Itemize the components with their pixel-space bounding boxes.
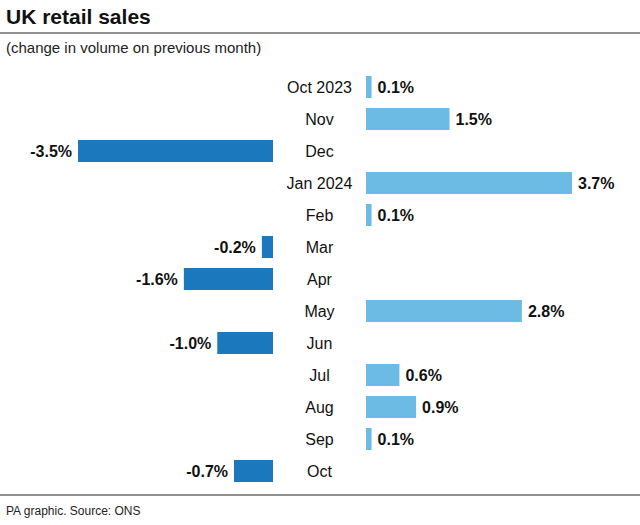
- bar: [366, 108, 450, 130]
- bar: [217, 332, 273, 354]
- bar: [366, 76, 372, 98]
- category-label: Jul: [309, 367, 329, 384]
- data-label: 0.9%: [422, 399, 458, 416]
- category-label: Apr: [307, 271, 333, 288]
- bar: [366, 204, 372, 226]
- category-label: Aug: [305, 399, 333, 416]
- bar: [366, 396, 416, 418]
- chart: UK retail sales (change in volume on prev…: [0, 0, 640, 525]
- source: PA graphic. Source: ONS: [6, 504, 141, 518]
- bar: [184, 268, 273, 290]
- bar: [366, 172, 572, 194]
- footer-rule: [0, 495, 640, 496]
- category-label: Oct: [307, 463, 332, 480]
- bar: [234, 460, 273, 482]
- category-label: Jan 2024: [287, 175, 353, 192]
- data-label: 2.8%: [528, 303, 564, 320]
- bar: [366, 428, 372, 450]
- data-label: -0.7%: [186, 463, 228, 480]
- category-label: Dec: [305, 143, 333, 160]
- bar: [366, 364, 399, 386]
- category-label: Nov: [305, 111, 333, 128]
- title: UK retail sales: [6, 5, 151, 28]
- bar: [366, 300, 522, 322]
- data-label: 0.1%: [378, 431, 414, 448]
- category-label: Jun: [307, 335, 333, 352]
- bars: [78, 76, 572, 482]
- data-label: 0.1%: [378, 207, 414, 224]
- data-label: -3.5%: [30, 143, 72, 160]
- category-label: Feb: [306, 207, 334, 224]
- bar: [262, 236, 273, 258]
- data-label: 1.5%: [456, 111, 492, 128]
- category-label: Sep: [305, 431, 334, 448]
- data-label: -1.6%: [136, 271, 178, 288]
- bar: [78, 140, 273, 162]
- data-label: 0.6%: [405, 367, 441, 384]
- data-label: -0.2%: [214, 239, 256, 256]
- title-rule: [0, 33, 640, 34]
- category-label: Oct 2023: [287, 79, 352, 96]
- data-label: 3.7%: [578, 175, 614, 192]
- category-label: May: [304, 303, 334, 320]
- data-label: -1.0%: [169, 335, 211, 352]
- labels: Oct 2023 0.1% Nov 1.5% Dec -3.5% Jan 2024 3.7% F…: [30, 79, 614, 480]
- subtitle: (change in volume on previous month): [6, 39, 261, 56]
- category-label: Mar: [306, 239, 334, 256]
- data-label: 0.1%: [378, 79, 414, 96]
